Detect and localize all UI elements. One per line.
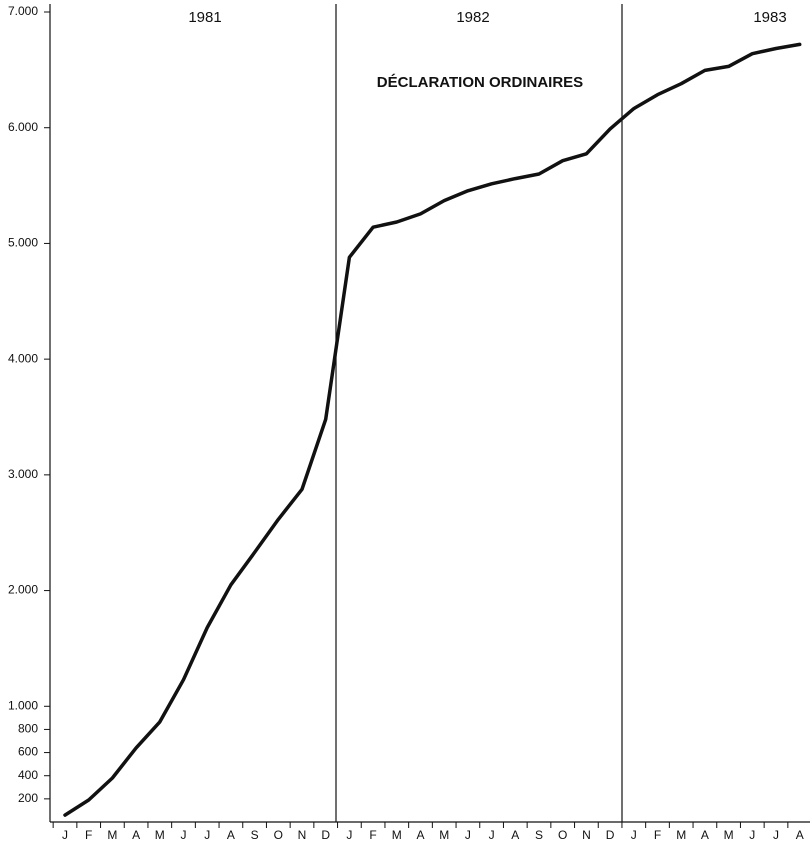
x-tick-label: J (465, 828, 471, 842)
y-tick-label: 2.000 (8, 583, 38, 597)
x-tick-label: A (701, 828, 709, 842)
x-tick-label: A (227, 828, 235, 842)
x-tick-label: M (676, 828, 686, 842)
x-tick-label: N (298, 828, 307, 842)
x-tick-label: M (724, 828, 734, 842)
x-tick-label: J (181, 828, 187, 842)
x-tick-label: N (582, 828, 591, 842)
year-label: 1983 (753, 9, 786, 26)
x-tick-label: J (346, 828, 352, 842)
x-tick-label: S (535, 828, 543, 842)
data-line (63, 42, 802, 817)
year-label: 1981 (188, 9, 221, 26)
x-tick-label: M (155, 828, 165, 842)
y-tick-label: 800 (18, 722, 38, 736)
x-tick-label: J (749, 828, 755, 842)
x-tick-label: M (439, 828, 449, 842)
year-label: 1982 (456, 9, 489, 26)
x-tick-label: A (416, 828, 424, 842)
x-tick-label: D (606, 828, 615, 842)
x-tick-label: J (62, 828, 68, 842)
y-tick-label: 1.000 (8, 698, 38, 712)
x-tick-label: M (107, 828, 117, 842)
x-tick-label: J (204, 828, 210, 842)
x-tick-label: D (321, 828, 330, 842)
y-tick-label: 3.000 (8, 467, 38, 481)
x-tick-label: A (511, 828, 519, 842)
x-tick-label: J (489, 828, 495, 842)
y-tick-label: 200 (18, 791, 38, 805)
x-tick-label: J (773, 828, 779, 842)
x-tick-label: F (369, 828, 376, 842)
x-tick-label: O (558, 828, 567, 842)
y-tick-label: 400 (18, 768, 38, 782)
x-tick-label: S (251, 828, 259, 842)
annotation: DÉCLARATION ORDINAIRES (377, 74, 583, 91)
y-tick-label: 6.000 (8, 120, 38, 134)
x-tick-label: M (392, 828, 402, 842)
x-tick-label: A (796, 828, 804, 842)
x-tick-label: F (654, 828, 661, 842)
x-tick-label: F (85, 828, 92, 842)
y-tick-label: 5.000 (8, 236, 38, 250)
y-tick-label: 7.000 (8, 4, 38, 18)
y-tick-label: 600 (18, 745, 38, 759)
x-tick-label: A (132, 828, 140, 842)
y-tick-label: 4.000 (8, 351, 38, 365)
x-tick-label: O (274, 828, 283, 842)
x-tick-label: J (631, 828, 637, 842)
